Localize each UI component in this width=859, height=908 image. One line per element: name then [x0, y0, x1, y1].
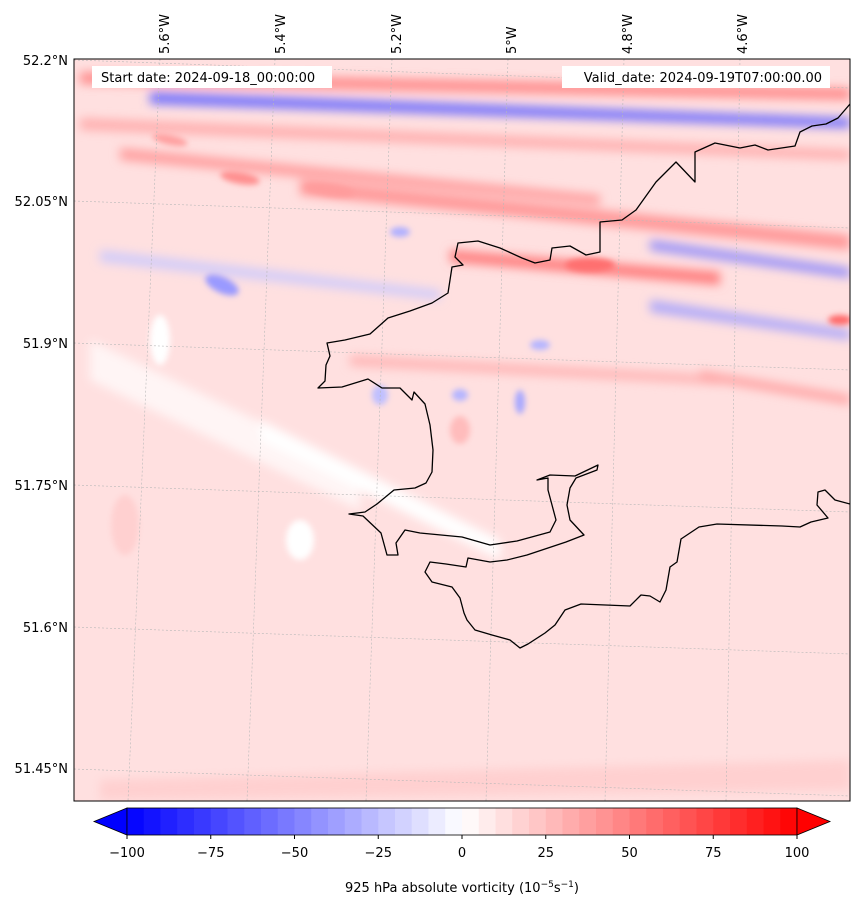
colorbar-swatch [612, 808, 631, 835]
colorbar-swatch [679, 808, 698, 835]
colorbar-swatch [478, 808, 497, 835]
colorbar-swatch [411, 808, 430, 835]
colorbar-tick-label: −75 [197, 846, 224, 861]
colorbar-swatch [512, 808, 530, 835]
lat-label: 51.9°N [23, 337, 68, 352]
colorbar-swatches [127, 808, 798, 835]
colorbar-swatch [545, 808, 564, 835]
colorbar-swatch [244, 808, 262, 835]
colorbar-swatch [143, 808, 162, 835]
lat-label: 51.6°N [23, 621, 68, 636]
coastline [317, 103, 850, 649]
colorbar-swatch [227, 808, 245, 835]
colorbar-swatch [529, 808, 547, 835]
colorbar-swatch [696, 808, 714, 835]
latitude-labels: 52.2°N 52.05°N 51.9°N 51.75°N 51.6°N 51.… [15, 54, 68, 777]
colorbar-swatch [646, 808, 664, 835]
colorbar-swatch [294, 808, 312, 835]
colorbar-swatch [177, 808, 195, 835]
colorbar-swatch [277, 808, 296, 835]
map-frame [73, 58, 851, 802]
colorbar-swatch [562, 808, 580, 835]
colorbar-swatch [127, 808, 145, 835]
valid-date-box [562, 66, 830, 88]
colorbar-swatch [495, 808, 513, 835]
colorbar-swatch [596, 808, 614, 835]
colorbar-swatch [311, 808, 329, 835]
colorbar-swatch [378, 808, 396, 835]
colorbar-swatch [395, 808, 413, 835]
lon-label: 4.8°W [621, 14, 636, 54]
lat-label: 52.2°N [23, 54, 68, 69]
longitude-labels: 5.6°W 5.4°W 5.2°W 5°W 4.8°W 4.6°W [158, 14, 751, 54]
colorbar-swatch [445, 808, 463, 835]
colorbar-extend-high [796, 807, 832, 836]
colorbar-tick-label: 0 [458, 846, 466, 861]
graticule [74, 59, 850, 801]
lon-label: 5°W [505, 26, 520, 54]
colorbar-swatch [579, 808, 597, 835]
vorticity-field [74, 59, 850, 801]
colorbar-swatch [629, 808, 647, 835]
colorbar-swatch [746, 808, 765, 835]
lon-label: 5.4°W [274, 14, 289, 54]
lat-label: 51.75°N [15, 479, 68, 494]
colorbar-swatch [730, 808, 748, 835]
colorbar-swatch [780, 808, 798, 835]
colorbar-swatch [428, 808, 446, 835]
colorbar-tick-label: −25 [365, 846, 392, 861]
colorbar-label: 925 hPa absolute vorticity (10−5s−1) [345, 880, 579, 896]
colorbar-swatch [663, 808, 681, 835]
start-date-box [92, 66, 332, 88]
colorbar-ticks: −100 −75 −50 −25 0 25 50 75 100 [109, 835, 809, 861]
colorbar-tick-label: 100 [785, 846, 810, 861]
colorbar-swatch [462, 808, 480, 835]
lon-label: 4.6°W [736, 14, 751, 54]
colorbar-swatch [210, 808, 229, 835]
lon-label: 5.2°W [390, 14, 405, 54]
colorbar-swatch [328, 808, 346, 835]
colorbar-swatch [361, 808, 379, 835]
colorbar-swatch [194, 808, 212, 835]
colorbar-extend-low [92, 807, 128, 836]
colorbar-tick-label: 25 [537, 846, 554, 861]
colorbar-swatch [344, 808, 363, 835]
colorbar-tick-label: 75 [705, 846, 722, 861]
colorbar-tick-label: −100 [109, 846, 145, 861]
lat-label: 52.05°N [15, 195, 68, 210]
lat-label: 51.45°N [15, 762, 68, 777]
start-date-label: Start date: 2024-09-18_00:00:00 [101, 71, 315, 86]
colorbar-swatch [713, 808, 731, 835]
colorbar-tick-label: −50 [281, 846, 308, 861]
colorbar-swatch [763, 808, 781, 835]
colorbar: −100 −75 −50 −25 0 25 50 75 100 925 hPa absolute… [92, 807, 832, 896]
valid-date-label: Valid_date: 2024-09-19T07:00:00.00 [584, 71, 822, 86]
lon-label: 5.6°W [158, 14, 173, 54]
colorbar-tick-label: 50 [621, 846, 638, 861]
colorbar-swatch [261, 808, 279, 835]
colorbar-swatch [160, 808, 178, 835]
